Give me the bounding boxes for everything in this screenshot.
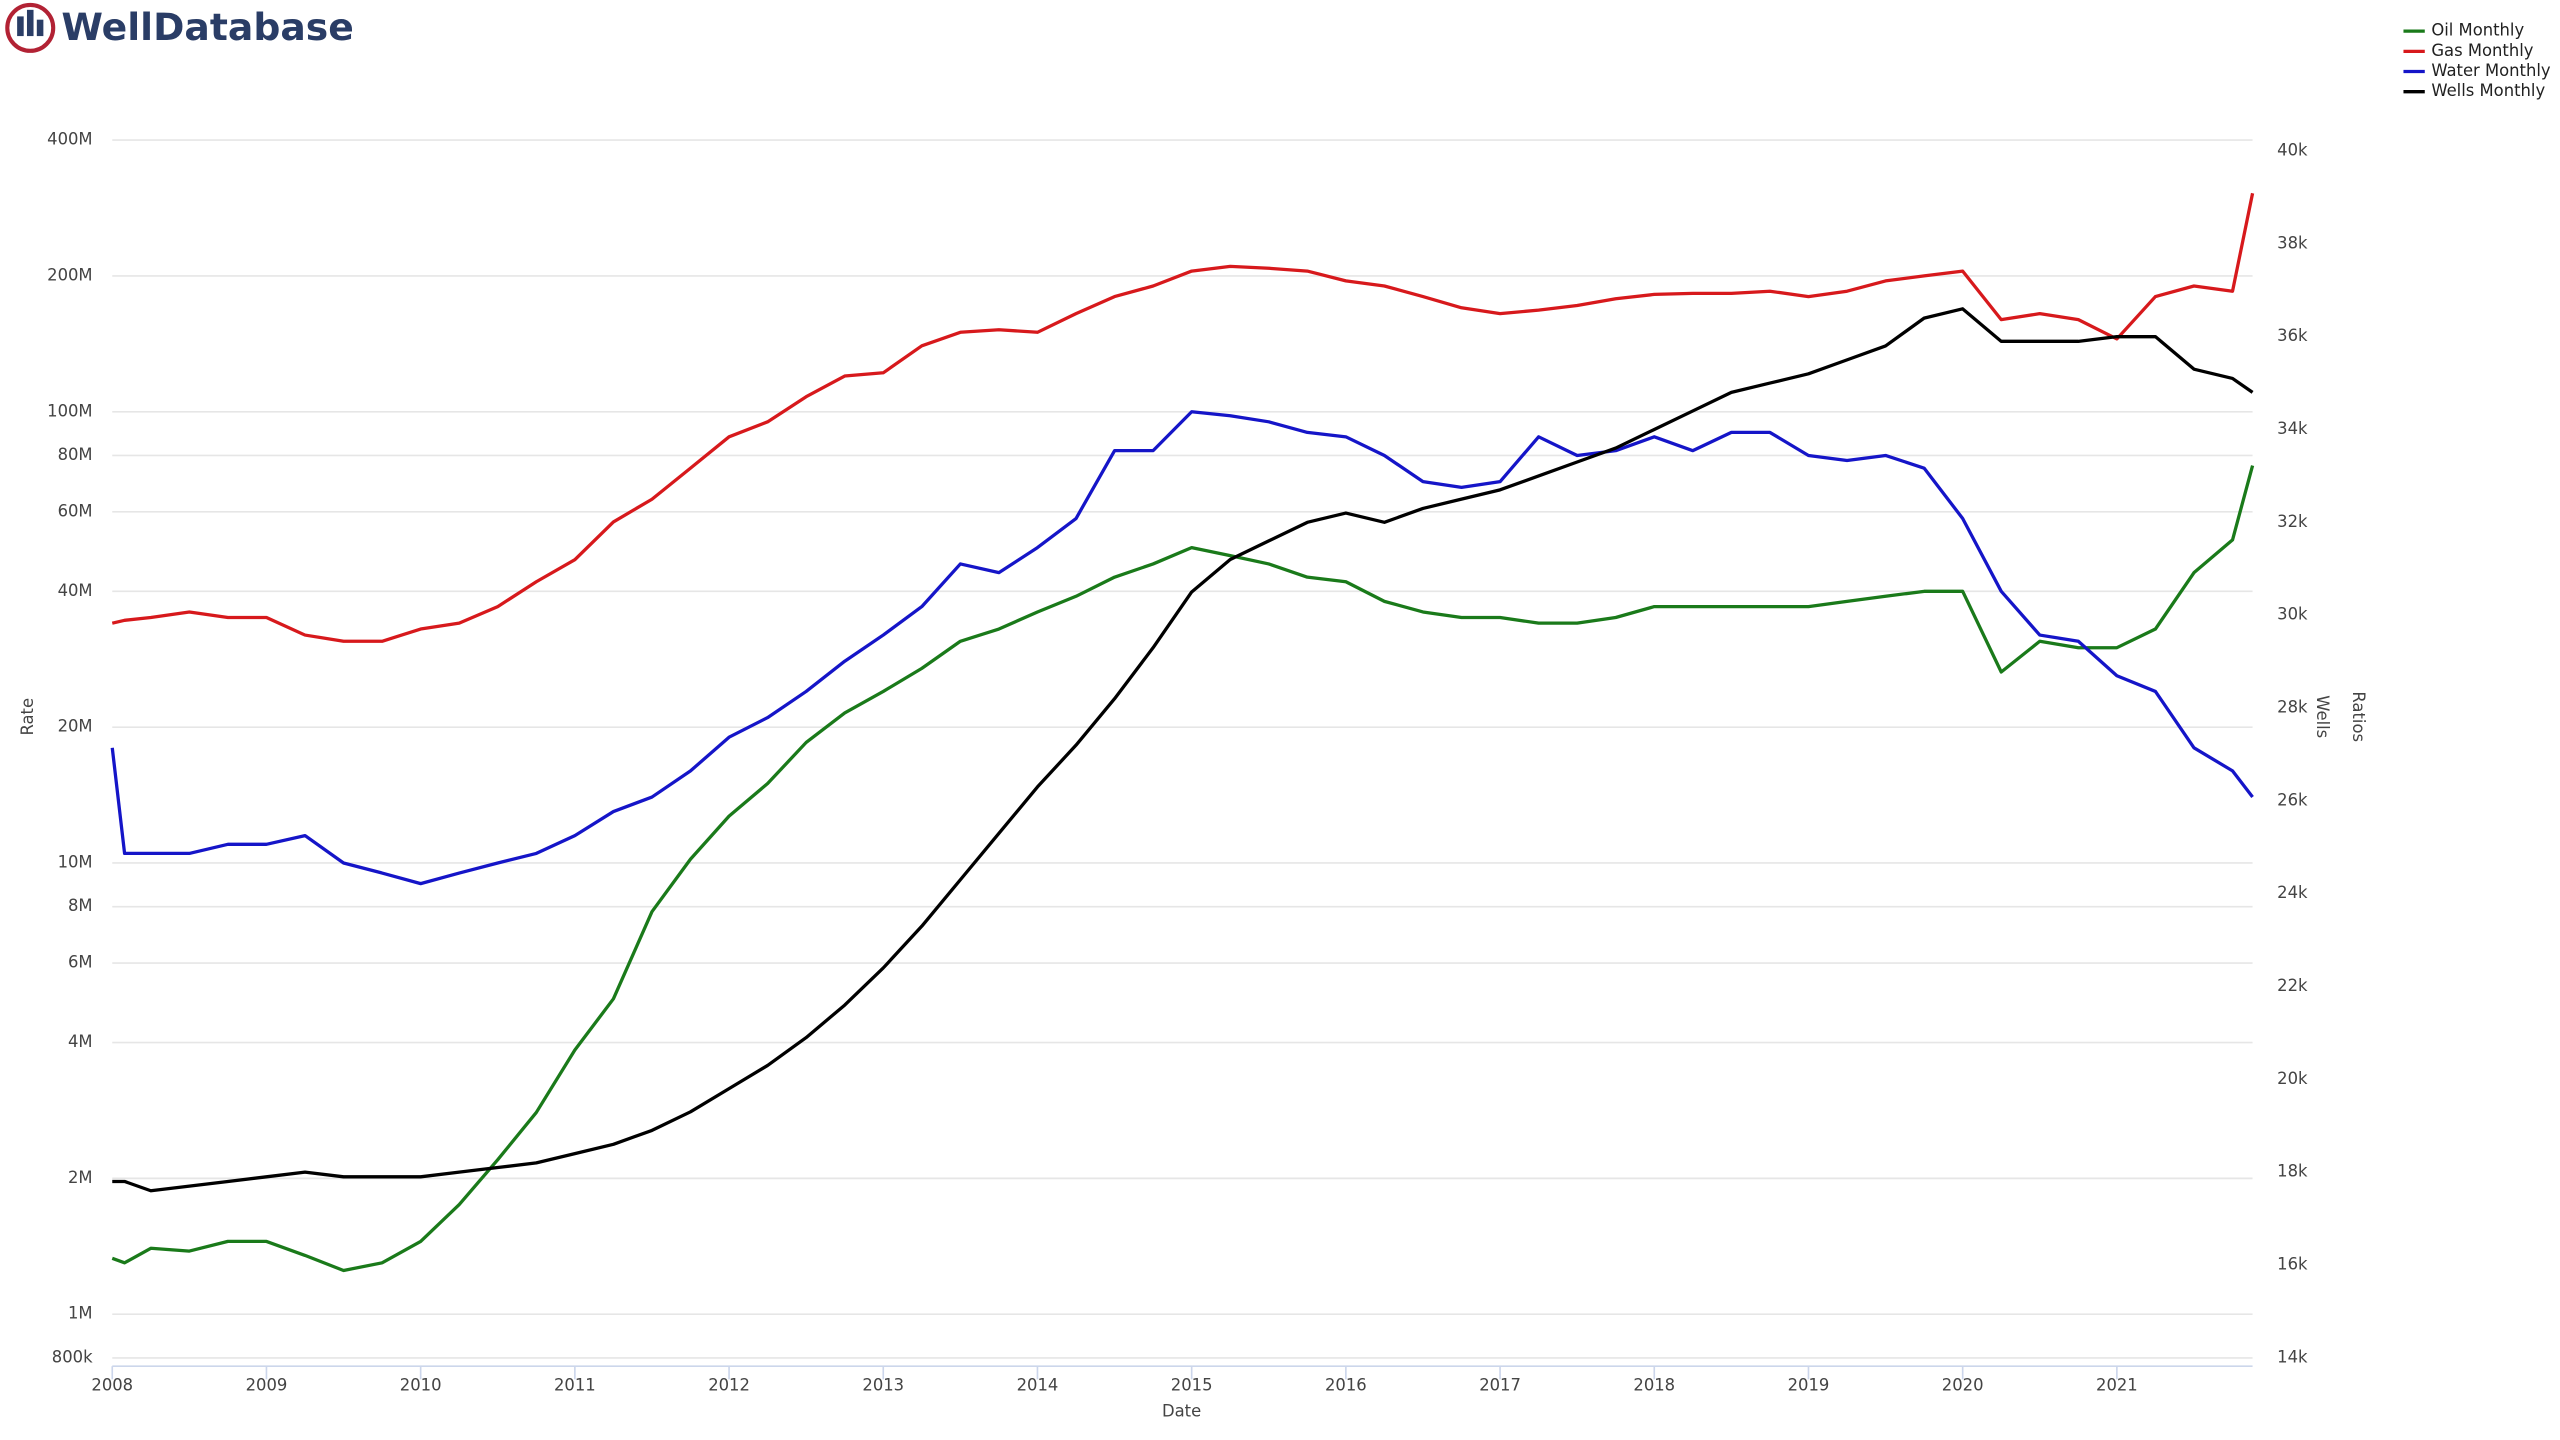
y-tick-label: 100M — [47, 401, 92, 420]
y2-tick-label: 20k — [2277, 1069, 2308, 1088]
series-line — [110, 410, 2254, 886]
legend-item[interactable]: Wells Monthly — [2403, 81, 2545, 100]
x-axis-label: Date — [1162, 1402, 1201, 1421]
x-tick-label: 2019 — [1788, 1375, 1830, 1394]
logo-text: WellDatabase — [61, 5, 353, 49]
y-tick-label: 6M — [68, 953, 93, 972]
y2-tick-label: 34k — [2277, 419, 2308, 438]
logo-icon-part — [36, 19, 44, 37]
x-tick-label: 2010 — [400, 1375, 442, 1394]
y-tick-label: 1M — [68, 1304, 93, 1323]
y2-tick-label: 32k — [2277, 512, 2308, 531]
legend-item[interactable]: Gas Monthly — [2403, 41, 2534, 60]
legend-label: Gas Monthly — [2431, 41, 2533, 60]
y-tick-label: 60M — [58, 501, 93, 520]
y2-tick-label: 40k — [2277, 141, 2308, 160]
y2-tick-label: 22k — [2277, 976, 2308, 995]
y-tick-label: 2M — [68, 1168, 93, 1187]
y-tick-label: 10M — [58, 852, 93, 871]
legend-label: Wells Monthly — [2431, 81, 2545, 100]
series-line — [111, 465, 2255, 1273]
x-tick-label: 2009 — [246, 1375, 288, 1394]
y-tick-label: 200M — [47, 265, 92, 284]
y2-tick-label: 38k — [2277, 233, 2308, 252]
y-axis-label: Rate — [18, 698, 37, 736]
y2-tick-label: 36k — [2277, 326, 2308, 345]
x-tick-label: 2015 — [1171, 1375, 1213, 1394]
x-tick-label: 2014 — [1017, 1375, 1059, 1394]
x-tick-label: 2013 — [862, 1375, 904, 1394]
y2-axis-label: Wells — [2313, 695, 2332, 738]
y-tick-label: 4M — [68, 1032, 93, 1051]
x-tick-label: 2018 — [1633, 1375, 1675, 1394]
y2-tick-label: 30k — [2277, 605, 2308, 624]
y-tick-label: 400M — [47, 130, 92, 149]
series-line — [111, 192, 2255, 643]
y2-tick-label: 26k — [2277, 790, 2308, 809]
legend-item[interactable]: Water Monthly — [2403, 61, 2551, 80]
legend-label: Oil Monthly — [2431, 21, 2524, 40]
y2-tick-label: 14k — [2277, 1347, 2308, 1366]
x-tick-label: 2012 — [708, 1375, 750, 1394]
y-tick-label: 80M — [58, 445, 93, 464]
series-line — [112, 307, 2254, 1193]
y2-tick-label: 16k — [2277, 1255, 2308, 1274]
legend-item[interactable]: Oil Monthly — [2403, 21, 2524, 40]
y2-tick-label: 24k — [2277, 883, 2308, 902]
x-tick-label: 2016 — [1325, 1375, 1367, 1394]
x-tick-label: 2008 — [91, 1375, 133, 1394]
y-tick-label: 40M — [58, 581, 93, 600]
y-tick-label: 800k — [52, 1347, 93, 1366]
x-tick-label: 2020 — [1942, 1375, 1984, 1394]
y-tick-label: 20M — [58, 717, 93, 736]
y-tick-label: 8M — [68, 896, 93, 915]
y3-axis-label: Ratios — [2349, 691, 2368, 742]
logo[interactable]: WellDatabase — [5, 2, 354, 53]
y2-tick-label: 28k — [2277, 698, 2308, 717]
logo-icon-part — [17, 16, 24, 37]
logo-icon-part — [26, 9, 34, 37]
x-tick-label: 2011 — [554, 1375, 596, 1394]
x-tick-label: 2017 — [1479, 1375, 1521, 1394]
legend-label: Water Monthly — [2431, 61, 2551, 80]
y2-tick-label: 18k — [2277, 1162, 2308, 1181]
x-tick-label: 2021 — [2096, 1375, 2138, 1394]
